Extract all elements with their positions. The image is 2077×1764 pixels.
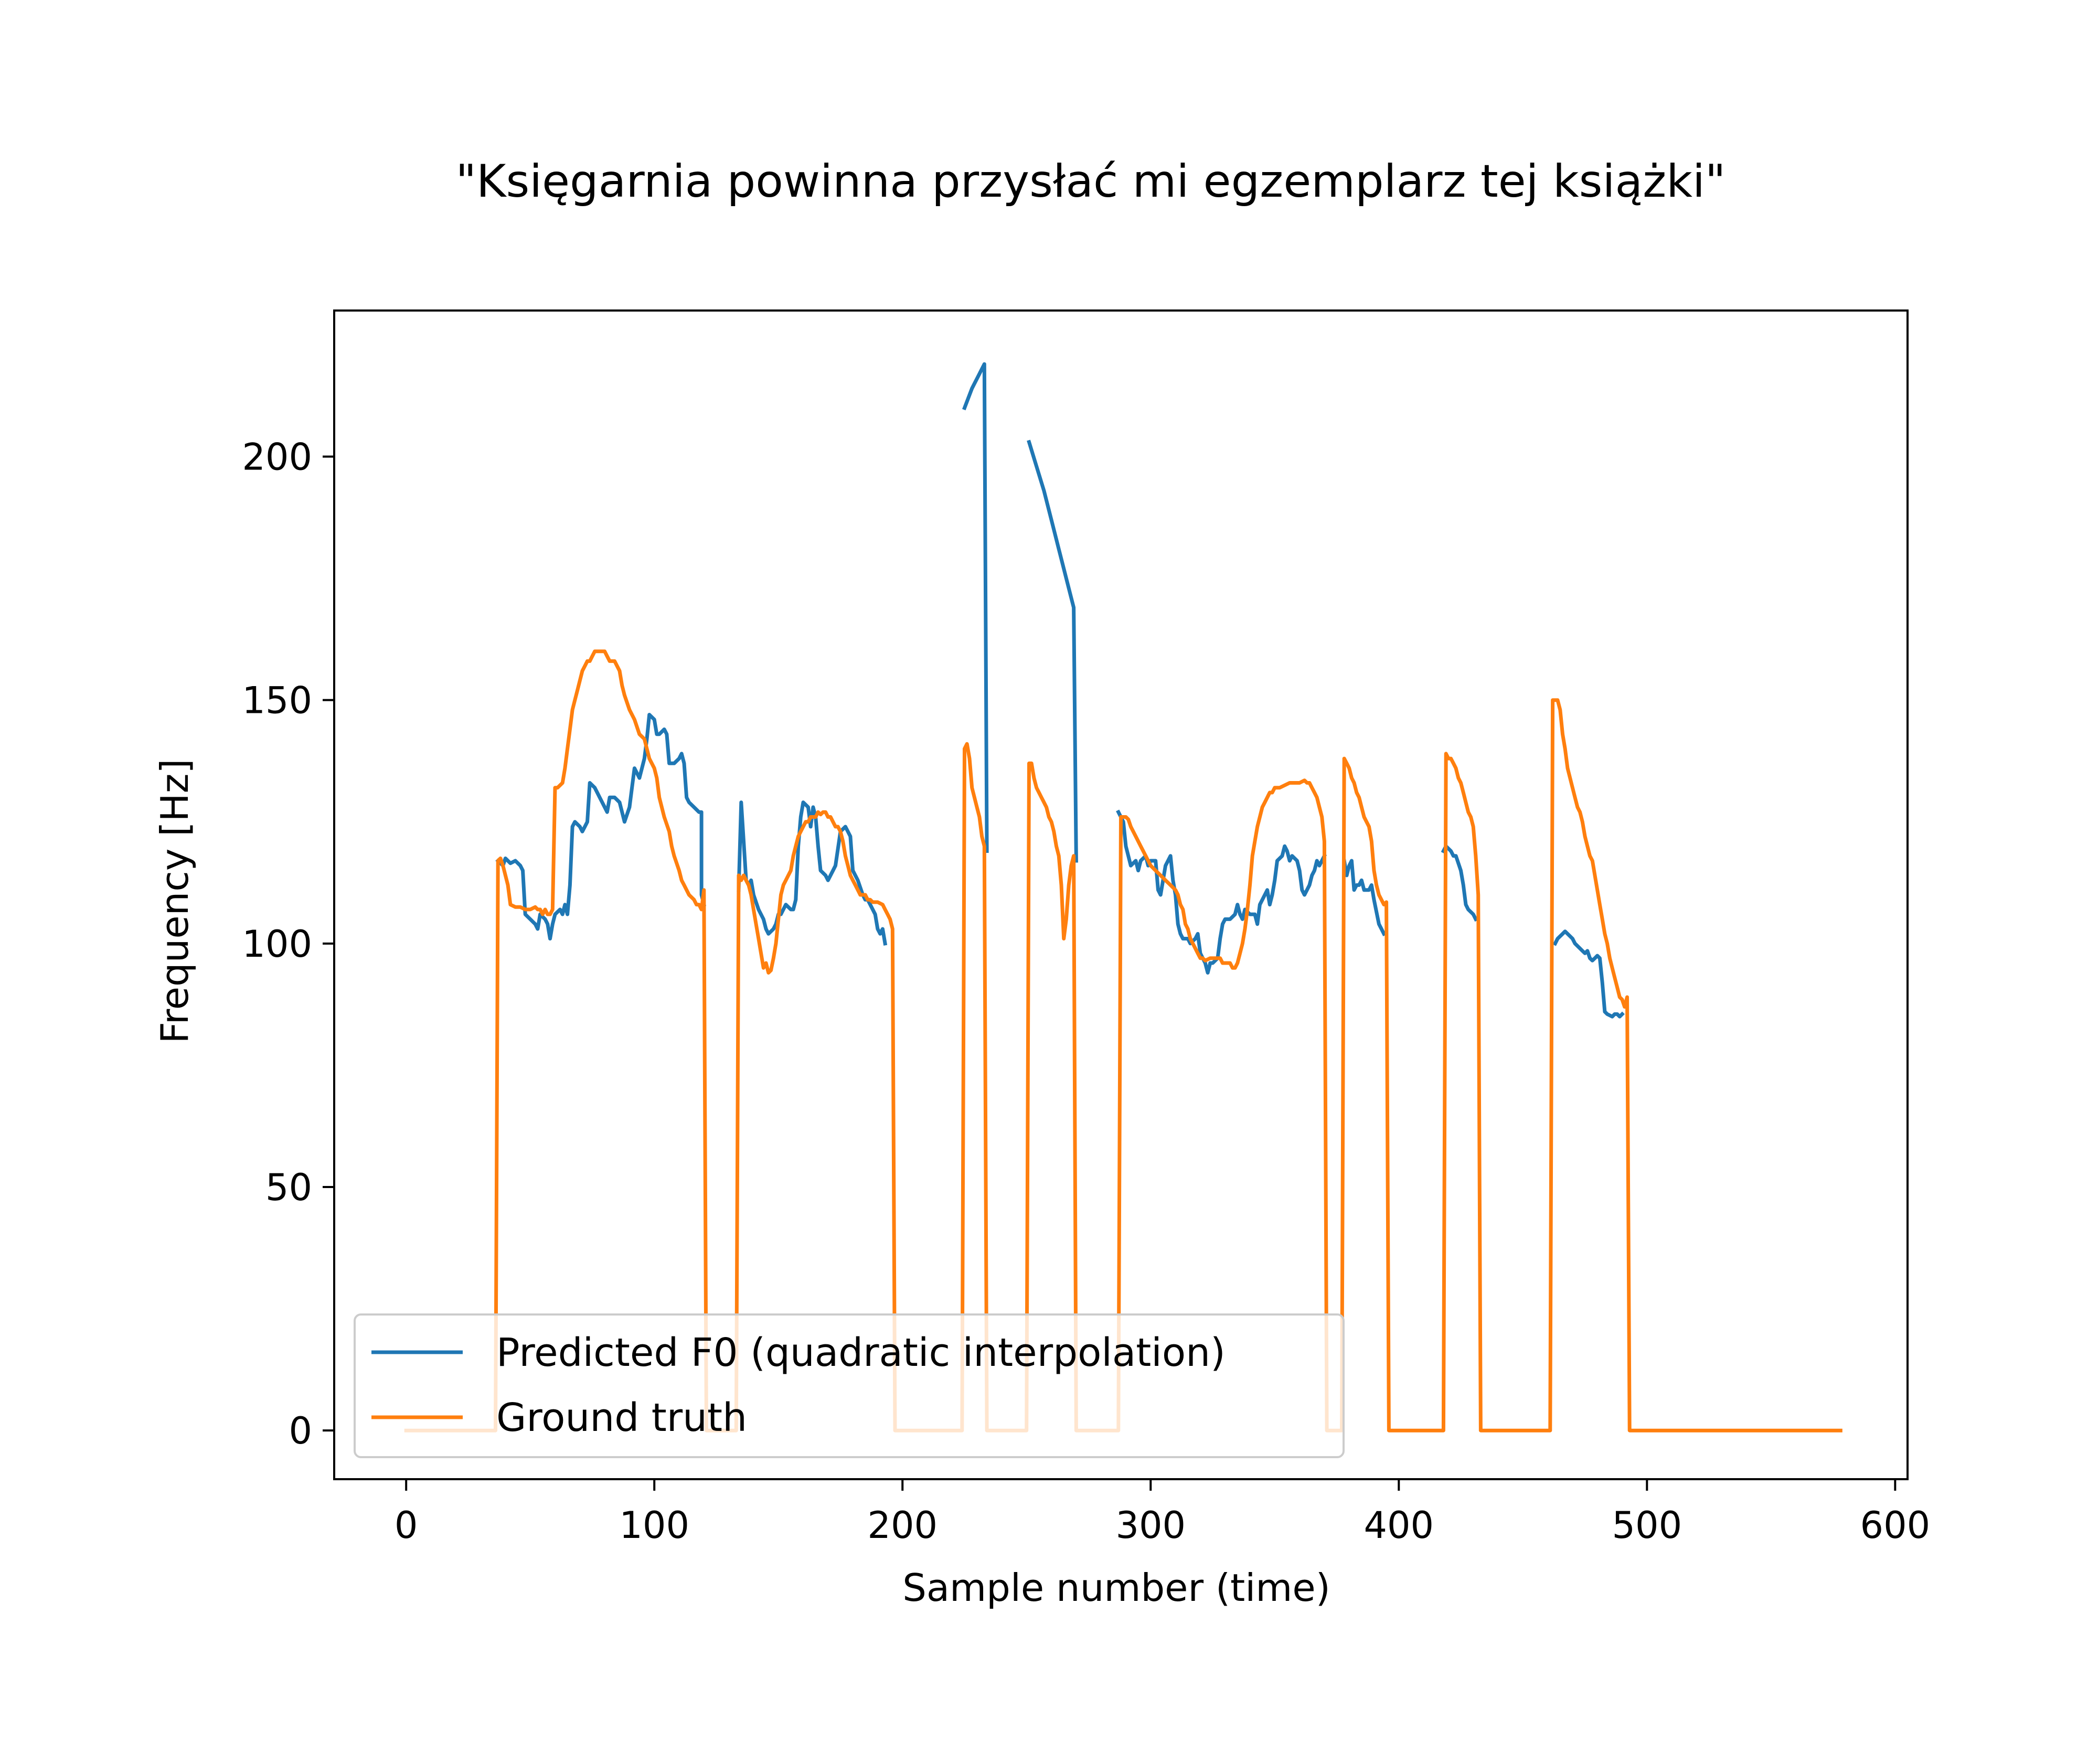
series-line-2 bbox=[404, 649, 1842, 1432]
legend-box bbox=[354, 1313, 1345, 1458]
y-tick-label: 200 bbox=[242, 436, 312, 479]
y-tick-label: 0 bbox=[289, 1409, 312, 1452]
series-line-1 bbox=[962, 362, 989, 853]
series-line-1 bbox=[1027, 440, 1078, 863]
plot-area bbox=[404, 362, 1842, 1432]
legend-label: Ground truth bbox=[496, 1395, 747, 1440]
series-line-1 bbox=[495, 713, 707, 940]
x-tick-label: 600 bbox=[1860, 1504, 1931, 1547]
legend-label: Predicted F0 (quadratic interpolation) bbox=[496, 1330, 1226, 1375]
x-tick-label: 400 bbox=[1364, 1504, 1434, 1547]
x-axis-title: Sample number (time) bbox=[902, 1566, 1330, 1610]
y-tick-label: 50 bbox=[265, 1166, 312, 1209]
series-line-1 bbox=[1441, 844, 1478, 922]
y-axis: 0 50 100 150 200 bbox=[242, 436, 334, 1452]
series-line-1 bbox=[1552, 929, 1625, 1019]
x-tick-label: 500 bbox=[1612, 1504, 1682, 1547]
y-tick-label: 150 bbox=[242, 679, 312, 722]
y-axis-title: Frequency [Hz] bbox=[153, 759, 197, 1044]
legend: Predicted F0 (quadratic interpolation) Gr… bbox=[354, 1313, 1345, 1458]
x-tick-label: 0 bbox=[395, 1504, 418, 1547]
x-tick-label: 200 bbox=[867, 1504, 938, 1547]
chart-title: "Księgarnia powinna przysłać mi egzempla… bbox=[456, 155, 1726, 208]
x-axis: 0 100 200 300 400 500 600 bbox=[395, 1479, 1930, 1547]
plot-frame bbox=[333, 309, 1909, 1480]
y-tick-label: 100 bbox=[242, 923, 312, 966]
series-line-1 bbox=[1342, 858, 1387, 937]
x-tick-label: 100 bbox=[619, 1504, 689, 1547]
x-tick-label: 300 bbox=[1115, 1504, 1186, 1547]
